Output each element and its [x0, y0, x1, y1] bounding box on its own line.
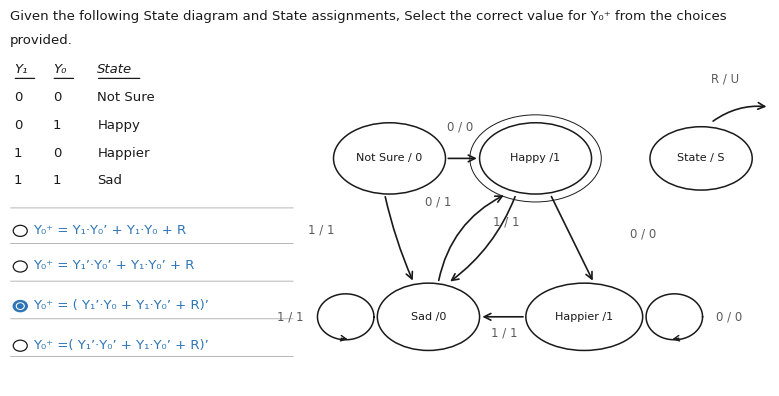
Text: 1 / 1: 1 / 1: [277, 310, 304, 323]
Text: Happier: Happier: [97, 147, 150, 160]
Text: Y₀⁺ = Y₁’·Y₀’ + Y₁·Y₀’ + R: Y₀⁺ = Y₁’·Y₀’ + Y₁·Y₀’ + R: [33, 259, 195, 272]
Text: 1: 1: [53, 174, 62, 187]
Text: 0: 0: [53, 147, 62, 160]
Text: 1: 1: [53, 119, 62, 132]
Text: Y₀⁺ = ( Y₁’·Y₀ + Y₁·Y₀’ + R)’: Y₀⁺ = ( Y₁’·Y₀ + Y₁·Y₀’ + R)’: [33, 299, 210, 312]
Text: 0 / 1: 0 / 1: [425, 196, 451, 208]
Text: 0: 0: [14, 91, 23, 104]
Text: State / S: State / S: [678, 153, 724, 164]
Text: Happy: Happy: [97, 119, 140, 132]
Text: 1: 1: [14, 147, 23, 160]
Text: 0: 0: [53, 91, 62, 104]
Ellipse shape: [16, 303, 24, 309]
Text: Sad: Sad: [97, 174, 122, 187]
Text: Happy /1: Happy /1: [510, 153, 561, 164]
Ellipse shape: [17, 304, 23, 308]
Text: 0 / 0: 0 / 0: [447, 120, 473, 133]
Text: State: State: [97, 63, 132, 76]
Text: Y₀⁺ = Y₁·Y₀’ + Y₁·Y₀ + R: Y₀⁺ = Y₁·Y₀’ + Y₁·Y₀ + R: [33, 224, 187, 237]
Text: 0: 0: [14, 119, 23, 132]
Text: Happier /1: Happier /1: [555, 312, 613, 322]
Text: Not Sure / 0: Not Sure / 0: [356, 153, 423, 164]
Text: Not Sure: Not Sure: [97, 91, 155, 104]
Text: Y₀⁺ =( Y₁’·Y₀’ + Y₁·Y₀’ + R)’: Y₀⁺ =( Y₁’·Y₀’ + Y₁·Y₀’ + R)’: [33, 339, 210, 352]
Text: 1 / 1: 1 / 1: [491, 326, 517, 339]
Text: 0 / 0: 0 / 0: [629, 227, 656, 240]
Text: Sad /0: Sad /0: [411, 312, 446, 322]
Text: Y₁: Y₁: [14, 63, 27, 76]
Text: provided.: provided.: [10, 34, 73, 47]
Text: 0 / 0: 0 / 0: [716, 310, 742, 323]
Text: 1: 1: [14, 174, 23, 187]
Text: Given the following State diagram and State assignments, Select the correct valu: Given the following State diagram and St…: [10, 10, 727, 23]
Ellipse shape: [13, 301, 27, 312]
Text: R / U: R / U: [711, 73, 739, 86]
Text: 1 / 1: 1 / 1: [308, 223, 335, 236]
Text: 1 / 1: 1 / 1: [493, 215, 520, 228]
Text: Y₀: Y₀: [53, 63, 66, 76]
